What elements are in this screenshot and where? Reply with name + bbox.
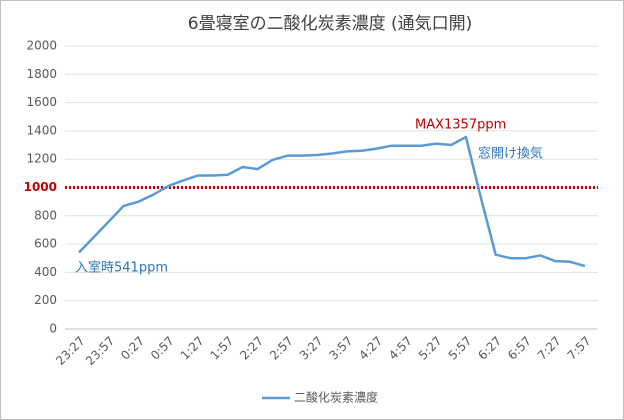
annotation: 窓開け換気 [478,146,543,162]
y-tick-label: 200 [34,293,57,307]
y-tick-label: 1800 [26,67,57,81]
y-tick-label: 1000 [24,180,57,194]
y-tick-label: 0 [49,322,57,336]
y-tick-label: 1200 [26,152,57,166]
legend-label: 二酸化炭素濃度 [294,390,378,405]
y-tick-label: 600 [34,237,57,251]
y-tick-label: 1600 [26,95,57,109]
data-line [78,135,586,268]
annotation: 入室時541ppm [75,260,168,276]
chart-title: 6畳寝室の二酸化炭素濃度 (通気口開) [188,13,472,34]
y-tick-label: 2000 [26,39,57,53]
annotation: MAX1357ppm [415,118,506,133]
y-tick-label: 400 [34,265,57,279]
y-tick-label: 800 [34,208,57,222]
y-tick-label: 1400 [26,123,57,137]
